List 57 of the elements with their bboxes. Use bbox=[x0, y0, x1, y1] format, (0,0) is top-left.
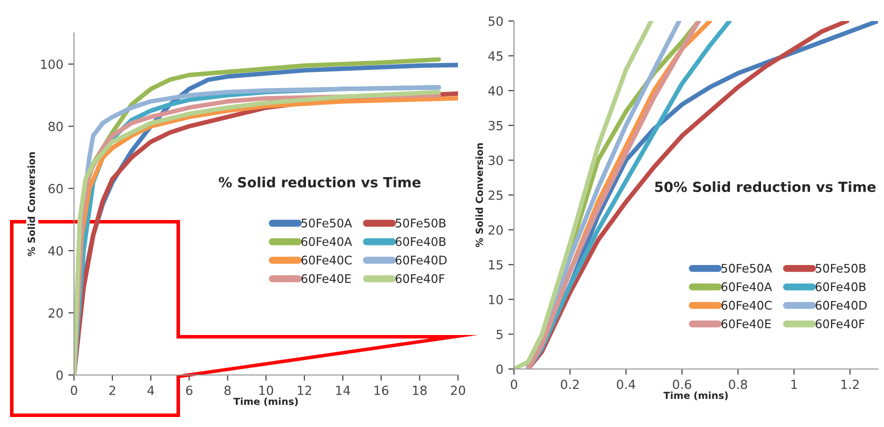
x-tick-label: 0.2 bbox=[560, 380, 579, 390]
y-tick-label: 60 bbox=[48, 184, 63, 194]
y-tick-label: 100 bbox=[41, 60, 63, 70]
y-tick-label: 35 bbox=[488, 120, 502, 130]
legend-label: 60Fe40F bbox=[396, 274, 444, 284]
y-tick-label: 50 bbox=[488, 16, 503, 26]
x-tick-label: 8 bbox=[224, 386, 231, 396]
legend-label: 60Fe40B bbox=[396, 237, 446, 246]
y-tick-label: 40 bbox=[48, 246, 63, 256]
x-tick-label: 6 bbox=[186, 386, 192, 396]
x-tick-label: 14 bbox=[336, 386, 350, 395]
y-tick-label: 20 bbox=[488, 225, 503, 235]
legend-label: 60Fe40E bbox=[301, 274, 351, 284]
legend-label: 60Fe40A bbox=[301, 237, 352, 246]
x-tick-label: 16 bbox=[374, 386, 388, 396]
x-tick-label: 12 bbox=[298, 386, 312, 395]
legend-label: 60Fe40E bbox=[721, 319, 771, 328]
y-tick-label: 45 bbox=[488, 51, 502, 61]
legend-label: 50Fe50A bbox=[302, 218, 352, 228]
y-tick-label: 0 bbox=[496, 364, 503, 374]
y-tick-label: 10 bbox=[489, 294, 503, 304]
legend-label: 60Fe40D bbox=[396, 256, 447, 265]
x-tick-label: 1.2 bbox=[841, 380, 859, 389]
x-axis-title: Time (mins) bbox=[663, 392, 728, 400]
x-tick-label: 18 bbox=[413, 386, 427, 396]
x-tick-label: 10 bbox=[259, 386, 274, 396]
y-tick-label: 30 bbox=[488, 156, 503, 166]
x-tick-label: 20 bbox=[450, 386, 466, 396]
y-tick-label: 25 bbox=[488, 190, 502, 200]
x-tick-label: 0.6 bbox=[672, 380, 692, 390]
x-tick-label: 1 bbox=[791, 380, 797, 389]
x-tick-label: 2 bbox=[109, 386, 116, 395]
x-tick-label: 0 bbox=[70, 386, 78, 396]
legend-label: 50Fe50B bbox=[396, 218, 446, 228]
legend-label: 50Fe50A bbox=[722, 264, 772, 273]
x-tick-label: 0.4 bbox=[616, 380, 636, 390]
legend-label: 60Fe40F bbox=[816, 319, 864, 328]
y-tick-label: 15 bbox=[489, 260, 502, 270]
legend-label: 60Fe40C bbox=[301, 256, 352, 265]
text: % Solid reduction vs Time bbox=[218, 176, 421, 188]
y-tick-label: 40 bbox=[488, 86, 503, 96]
text: 50% Solid reduction vs Time bbox=[655, 181, 876, 192]
y-axis-title: % Solid Conversion bbox=[28, 152, 36, 256]
y-tick-label: 5 bbox=[496, 330, 502, 340]
x-tick-label: 0.8 bbox=[728, 380, 748, 390]
legend-label: 60Fe40C bbox=[721, 300, 772, 310]
x-tick-label: 0 bbox=[510, 380, 518, 390]
y-tick-label: 80 bbox=[48, 122, 63, 132]
legend-label: 60Fe40D bbox=[816, 300, 867, 310]
y-tick-label: 0 bbox=[56, 370, 63, 380]
y-axis-title: % Solid Conversion bbox=[475, 143, 484, 248]
y-tick-label: 20 bbox=[48, 308, 63, 318]
x-axis-title: Time (mins) bbox=[233, 398, 298, 406]
x-tick-label: 4 bbox=[147, 386, 154, 395]
legend-label: 60Fe40A bbox=[721, 282, 772, 292]
legend-label: 60Fe40B bbox=[816, 282, 866, 292]
legend-label: 50Fe50B bbox=[816, 264, 866, 273]
